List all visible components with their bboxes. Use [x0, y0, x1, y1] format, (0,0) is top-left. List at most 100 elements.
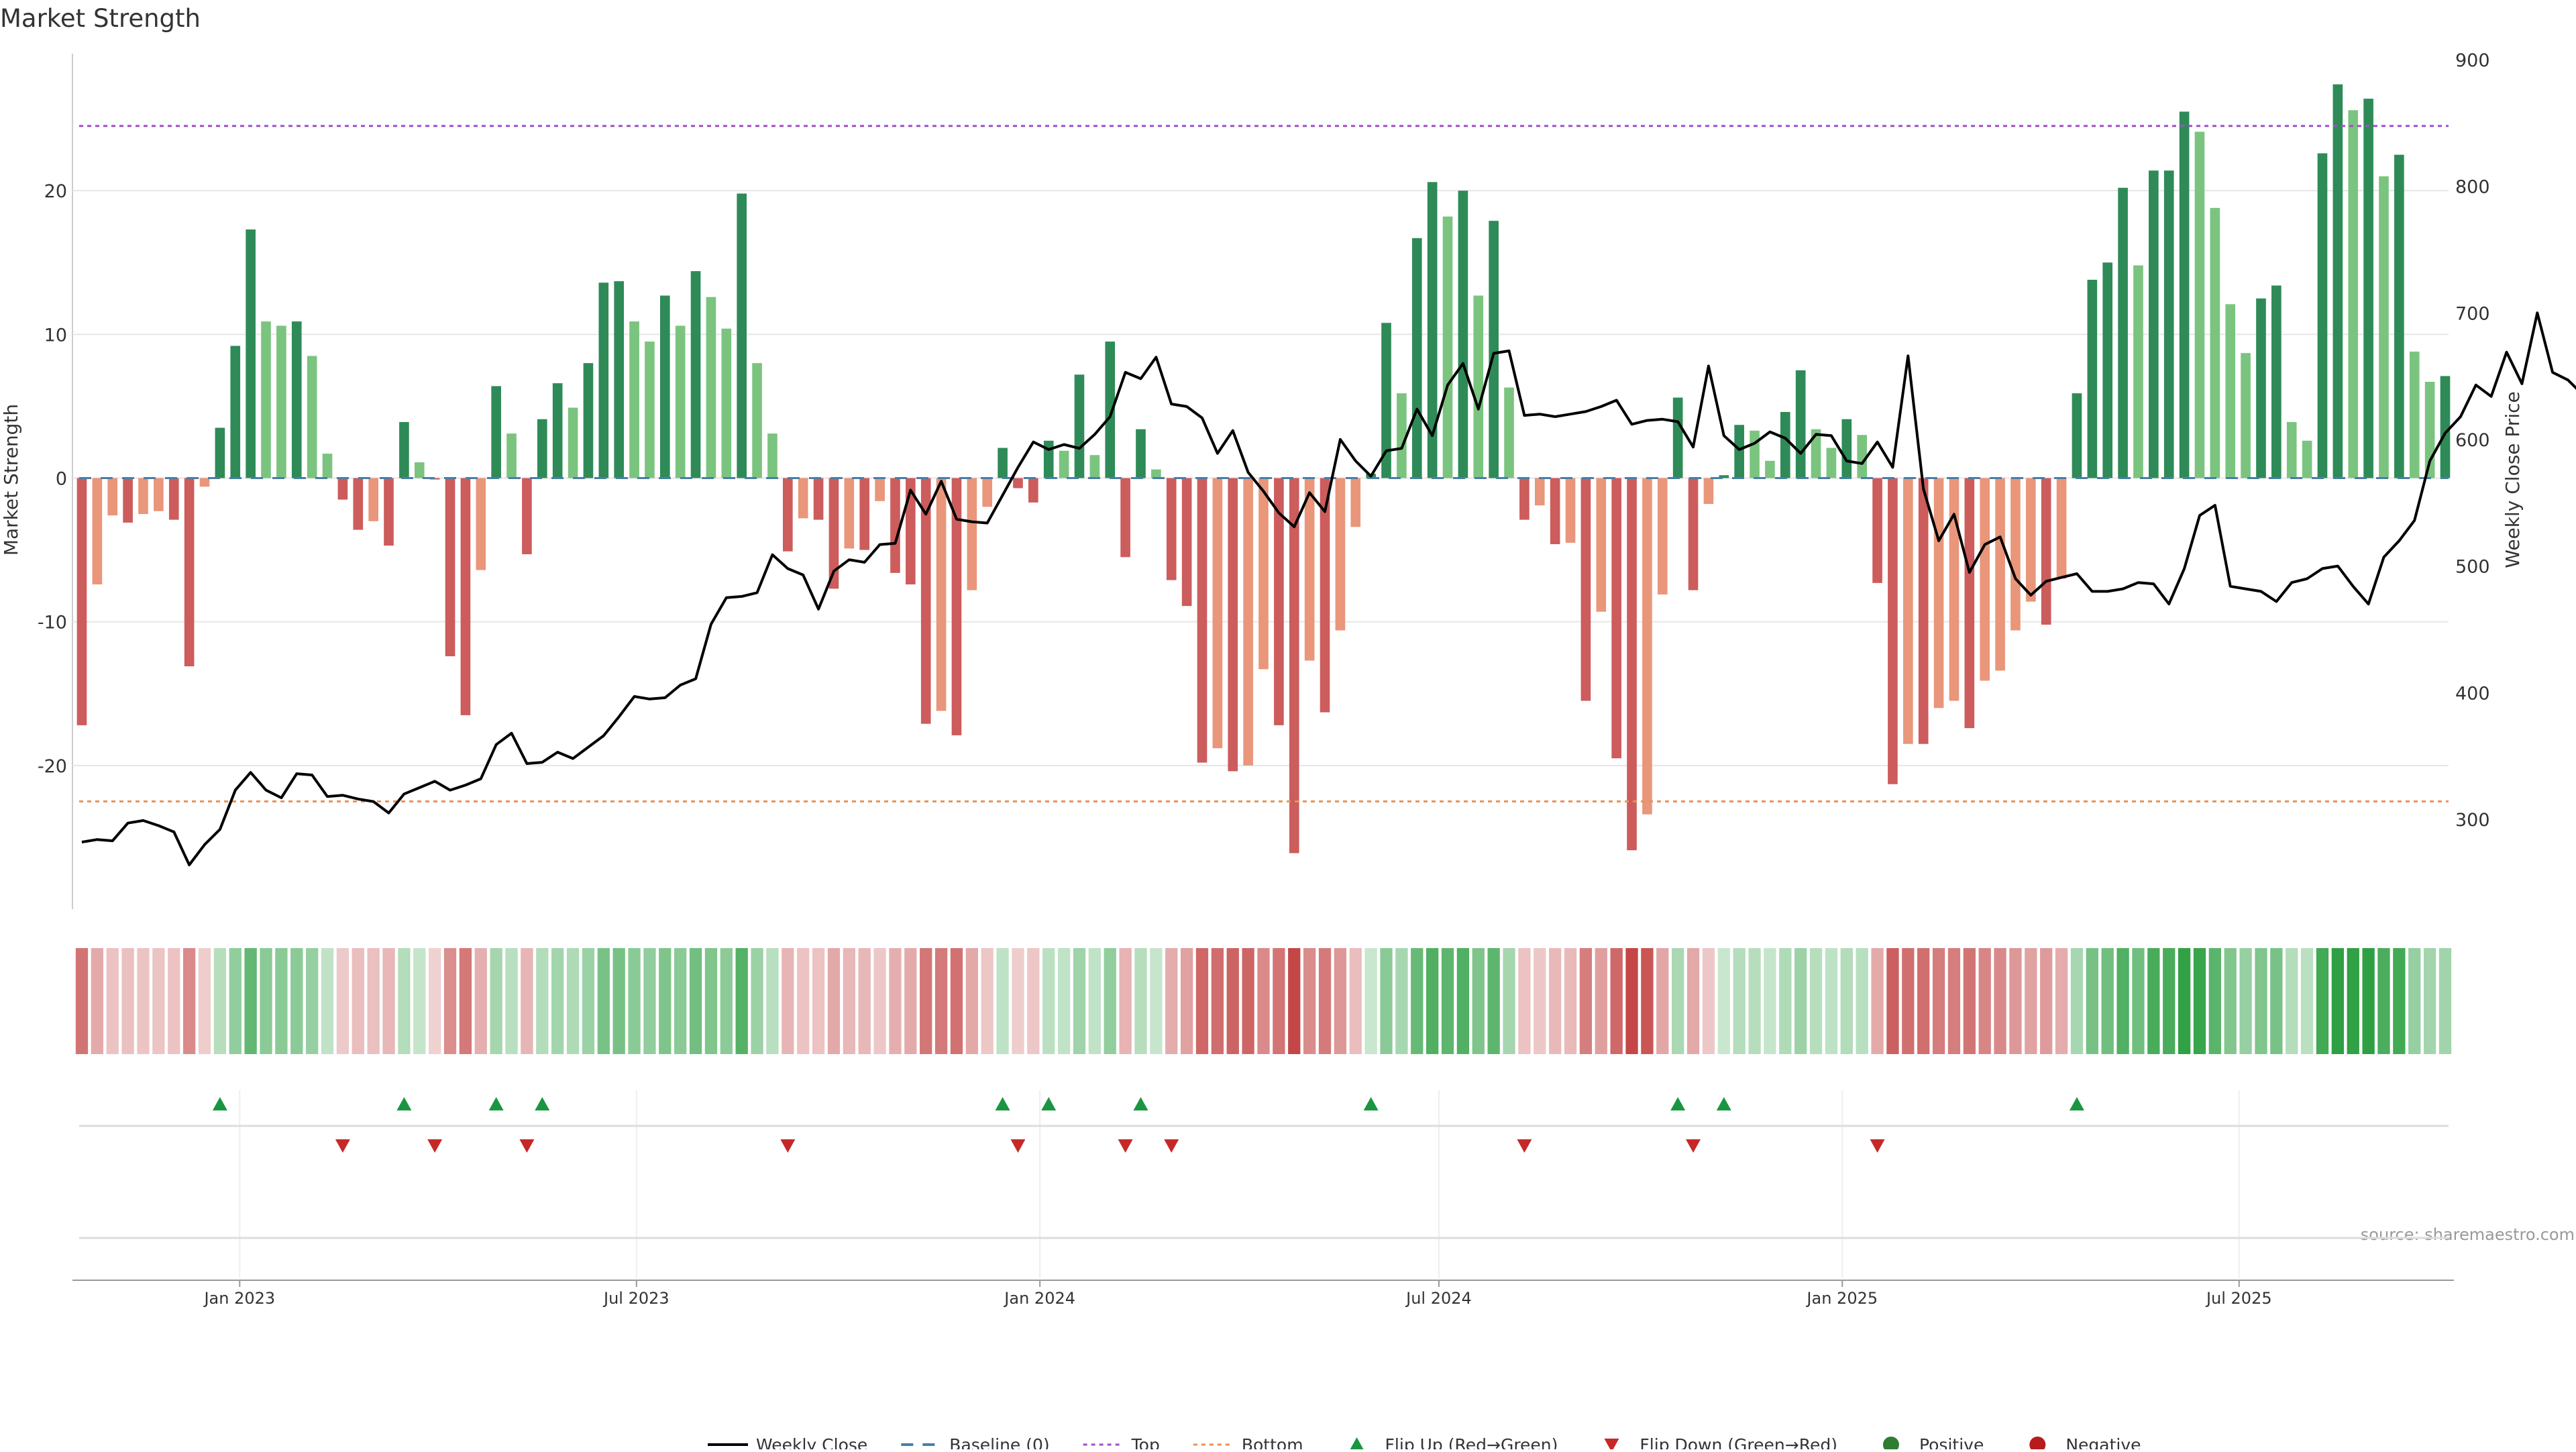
strength-bar	[675, 325, 686, 478]
heat-cell	[2423, 948, 2436, 1054]
heat-cell	[1595, 948, 1607, 1054]
heat-cell	[934, 948, 948, 1054]
strength-bar	[2286, 421, 2297, 478]
strength-bar	[1795, 370, 1806, 478]
strength-bar	[1105, 342, 1116, 478]
strength-bar	[798, 478, 808, 519]
legend-item-top: Top	[1083, 1435, 1160, 1452]
y-tick-label: 20	[44, 181, 67, 202]
heat-cell	[2070, 948, 2084, 1054]
heat-cell	[1456, 948, 1470, 1054]
strength-bar	[1028, 478, 1038, 503]
heat-cell	[443, 948, 457, 1054]
flip-up-marker	[1670, 1097, 1686, 1110]
heat-cell	[1856, 948, 1868, 1054]
strength-bar	[890, 478, 900, 573]
heat-cell	[1288, 948, 1301, 1054]
strength-bar	[659, 295, 670, 478]
strength-bar	[2394, 154, 2404, 478]
strength-bar	[337, 478, 348, 500]
legend: Weekly Close Baseline (0) Top Bottom Flip Up…	[708, 1435, 2141, 1452]
heat-cell	[766, 948, 779, 1054]
strength-bar	[2241, 353, 2251, 478]
strength-bar	[2072, 393, 2082, 478]
heat-cell	[2040, 948, 2053, 1054]
heat-cell	[1702, 948, 1715, 1054]
strength-bar	[1013, 478, 1023, 488]
strength-bar	[429, 478, 440, 480]
strength-bar	[399, 421, 409, 478]
heat-cell	[106, 948, 119, 1054]
heat-cell	[1104, 948, 1116, 1054]
heat-cell	[674, 948, 687, 1054]
heat-cell	[1534, 948, 1546, 1054]
strength-bar	[2225, 304, 2236, 478]
strength-bar	[2379, 176, 2389, 478]
strength-bar	[2056, 478, 2067, 579]
heat-cell	[1334, 948, 1347, 1054]
heat-cell	[2438, 948, 2452, 1054]
heat-cell	[260, 948, 272, 1054]
strength-bar	[1872, 478, 1882, 583]
flip-down-marker	[1870, 1139, 1885, 1153]
flip-down-marker	[1164, 1139, 1179, 1153]
strength-bar	[1519, 478, 1529, 520]
flip-up-marker	[995, 1097, 1010, 1110]
strength-bar	[1197, 478, 1208, 763]
strength-bar	[568, 407, 578, 478]
legend-label: Weekly Close	[756, 1435, 867, 1449]
heat-cell	[2116, 948, 2129, 1054]
strength-bar	[614, 281, 625, 478]
heat-cell	[1733, 948, 1746, 1054]
strength-bar	[2348, 110, 2359, 478]
strength-bar	[1473, 295, 1484, 478]
strength-bar	[1274, 478, 1284, 725]
heat-cell	[1195, 948, 1209, 1054]
strength-bar	[215, 427, 225, 478]
strength-heatmap-strip	[75, 948, 2452, 1054]
legend-label: Bottom	[1242, 1435, 1303, 1449]
y2-tick-label: 500	[2455, 557, 2490, 578]
flip-up-marker	[1363, 1097, 1379, 1110]
heat-cell	[858, 948, 871, 1054]
strength-bar	[828, 478, 839, 589]
strength-bar	[2271, 285, 2282, 478]
flip-down-marker	[427, 1139, 443, 1153]
legend-marker-swatch	[1604, 1439, 1619, 1452]
strength-bar	[1611, 478, 1621, 759]
flip-down-marker	[1118, 1139, 1133, 1153]
flip-up-marker	[1133, 1097, 1148, 1110]
strength-bar	[1043, 440, 1054, 478]
strength-bar	[2118, 187, 2128, 478]
heat-cell	[2224, 948, 2237, 1054]
flip-up-marker	[488, 1097, 504, 1110]
heat-cell	[2178, 948, 2191, 1054]
strength-bar	[460, 478, 471, 715]
heat-cell	[2300, 948, 2314, 1054]
strength-bar	[2210, 207, 2220, 478]
legend-item-baseline: Baseline (0)	[901, 1435, 1050, 1452]
heat-cell	[1840, 948, 1853, 1054]
heat-cell	[1641, 948, 1654, 1054]
heat-cell	[2393, 948, 2406, 1054]
heat-cell	[1273, 948, 1285, 1054]
strength-bar	[76, 478, 87, 725]
heat-cell	[2147, 948, 2160, 1054]
y2-tick-label: 600	[2455, 430, 2490, 451]
heat-cell	[290, 948, 303, 1054]
strength-bar	[506, 433, 517, 478]
heat-cell	[2347, 948, 2359, 1054]
strength-bar	[2302, 440, 2312, 478]
strength-bar	[384, 478, 394, 546]
heat-cell	[429, 948, 441, 1054]
x-tick-label: Jan 2024	[1003, 1289, 1075, 1308]
heat-cell	[1503, 948, 1515, 1054]
strength-bar	[1703, 478, 1714, 505]
strength-bar	[2194, 132, 2205, 478]
x-axis: Jan 2023 Jul 2023 Jan 2024 Jul 2024 Jan 2025…	[72, 1280, 2454, 1308]
heat-cell	[827, 948, 841, 1054]
heat-cell	[1134, 948, 1147, 1054]
strength-bar	[92, 478, 103, 584]
strength-bar	[998, 448, 1008, 478]
